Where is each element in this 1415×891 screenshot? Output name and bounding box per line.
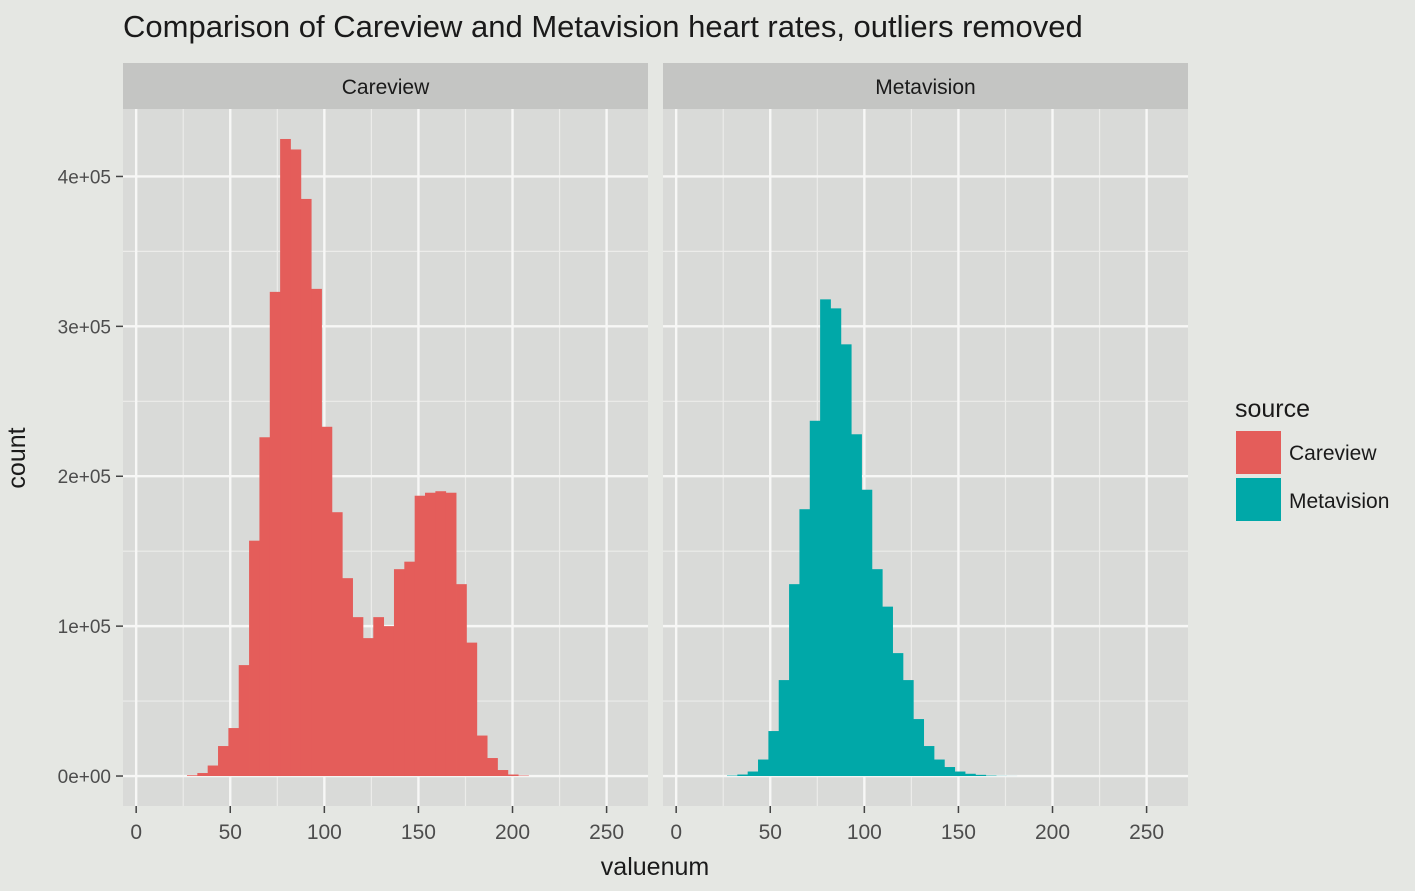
y-tick-label: 1e+05 (58, 617, 111, 638)
histogram-bar (321, 426, 333, 777)
histogram-bar (228, 728, 240, 777)
legend-swatch-metavision (1236, 478, 1281, 521)
legend-title: source (1235, 395, 1310, 423)
y-tick-label: 0e+00 (58, 767, 111, 788)
x-tick-label: 150 (401, 821, 436, 844)
histogram-bar (487, 758, 498, 777)
x-tick-label: 150 (941, 821, 976, 844)
x-tick-label: 250 (589, 821, 624, 844)
x-tick-label: 100 (307, 821, 342, 844)
y-tick-label: 2e+05 (58, 467, 111, 488)
histogram-bar (809, 420, 821, 777)
histogram-bar (218, 746, 229, 777)
legend: source Careview Metavision (1235, 395, 1389, 521)
histogram-bar (414, 495, 426, 777)
histogram-bar (476, 735, 488, 777)
x-tick-label: 50 (219, 821, 242, 844)
histogram-bar (497, 770, 509, 777)
histogram-bar (300, 198, 312, 777)
x-tick-label: 200 (1035, 821, 1070, 844)
histogram-bar (933, 759, 945, 777)
panel-background (663, 109, 1188, 806)
histogram-bar (373, 617, 385, 777)
histogram-bar (954, 771, 966, 777)
histogram-bar (944, 767, 956, 777)
histogram-bar (758, 759, 769, 777)
histogram-bar (269, 291, 281, 777)
histogram-bar (393, 569, 405, 777)
histogram-bar (965, 773, 976, 777)
histogram-bar (259, 437, 271, 777)
facet-strip-label: Careview (342, 76, 430, 99)
histogram-bar (861, 489, 873, 777)
histogram-bar (445, 492, 457, 777)
legend-label-metavision: Metavision (1289, 490, 1389, 513)
histogram-bar (280, 138, 291, 777)
histogram-bar (342, 578, 353, 777)
histogram-bar (871, 569, 883, 777)
facet-strip (663, 63, 1188, 109)
x-tick-label: 0 (670, 821, 682, 844)
histogram-bar (913, 719, 925, 777)
histogram-bar (840, 344, 852, 777)
histogram-bar (737, 774, 749, 777)
histogram-bar (249, 540, 260, 777)
histogram-bar (186, 775, 198, 777)
legend-label-careview: Careview (1289, 442, 1377, 465)
x-axis-label: valuenum (601, 853, 709, 881)
histogram-bar (197, 773, 209, 777)
histogram-bar (902, 680, 914, 777)
y-tick-label: 4e+05 (58, 167, 111, 188)
histogram-bar (331, 512, 343, 777)
x-tick-label: 100 (847, 821, 882, 844)
histogram-bar (311, 288, 322, 777)
y-axis-label: count (3, 427, 31, 488)
facet-panel-careview: Careview 0 50 100 150 200 250 (123, 63, 648, 844)
legend-swatch-careview (1236, 431, 1281, 474)
histogram-bar (425, 492, 436, 777)
histogram-bar (923, 746, 935, 777)
histogram-bar (820, 299, 831, 777)
histogram-bar (456, 584, 467, 777)
histogram-bar (435, 491, 447, 777)
histogram-bar (778, 680, 790, 777)
x-tick-label: 50 (759, 821, 782, 844)
histogram-bar (799, 509, 811, 777)
x-tick-label: 250 (1129, 821, 1164, 844)
histogram-bar (768, 731, 780, 777)
histogram-bar (290, 149, 302, 777)
histogram-bar (383, 626, 395, 777)
histogram-bar (352, 617, 364, 777)
x-tick-label: 0 (130, 821, 142, 844)
histogram-bar (238, 665, 250, 777)
histogram-bar (882, 606, 893, 777)
histogram-bar (975, 774, 987, 777)
histogram-bar (830, 308, 842, 777)
facet-strip (123, 63, 648, 109)
x-tick-label: 200 (495, 821, 530, 844)
y-tick-label: 3e+05 (58, 317, 111, 338)
histogram-bar (747, 771, 759, 777)
histogram-bar (892, 653, 904, 777)
chart-title: Comparison of Careview and Metavision he… (123, 9, 1083, 44)
y-axis: 0e+00 1e+05 2e+05 3e+05 4e+05 (58, 167, 123, 788)
histogram-bar (362, 638, 374, 777)
histogram-bar (207, 765, 219, 777)
histogram-bar (404, 561, 416, 777)
histogram-bar (789, 584, 800, 777)
facet-strip-label: Metavision (875, 76, 975, 99)
histogram-bar (851, 434, 862, 777)
histogram-bar (466, 642, 478, 777)
facet-panel-metavision: Metavision 0 50 100 150 200 250 (663, 63, 1188, 844)
histogram-bar (507, 774, 519, 777)
